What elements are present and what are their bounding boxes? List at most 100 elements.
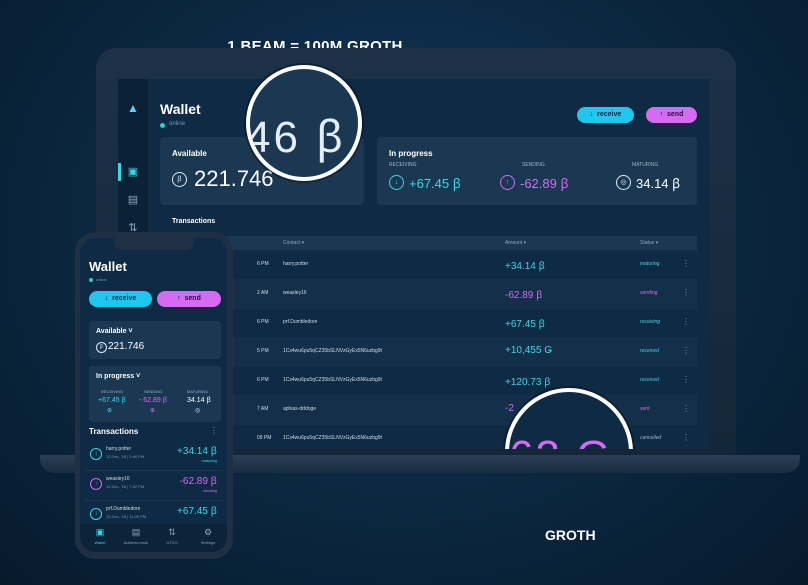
- list-item[interactable]: ↓ harry.potter 12 Dec, '18 | 5:46 PM +34.14…: [84, 440, 223, 471]
- phone-notch: [114, 238, 194, 250]
- more-options-icon[interactable]: ⋮: [210, 426, 218, 435]
- arrow-up-icon: ↑: [177, 295, 181, 302]
- nav-label: Settings: [200, 540, 216, 545]
- wallet-icon: ▣: [95, 527, 105, 537]
- online-status-dot: [160, 123, 165, 128]
- receiving-amount: +67.45 ꞵ: [409, 176, 461, 191]
- receiving-arrow-icon: ⊕: [107, 408, 113, 414]
- arrow-down-icon: ↓: [589, 111, 594, 118]
- phone-receive-button[interactable]: ↓ receive: [89, 291, 152, 307]
- row-time: 5 PM: [257, 348, 269, 354]
- row-contact: weasley16: [283, 290, 307, 296]
- row-amount: -62.89 ꞵ: [505, 290, 543, 301]
- row-status: received: [640, 377, 659, 383]
- sending-amount: -62.89 ꞵ: [520, 176, 569, 191]
- phone-bottom-nav: ▣ Wallet ▤ Address book ⇅ UTXO ⚙ Settings: [80, 524, 227, 552]
- amount-column-header[interactable]: Amount ▾: [505, 240, 527, 246]
- magnified-beam-amount: 46 ꞵ: [246, 113, 347, 162]
- more-options-icon[interactable]: ⋮: [682, 317, 690, 326]
- nav-item-address-book[interactable]: ▤ Address book: [118, 527, 154, 545]
- row-date: 12 Dec, '18 | 5:46 PM: [106, 454, 145, 459]
- row-contact: prf.Dumbledore: [283, 319, 318, 325]
- row-date: 12 Dec, '18 | 7:02 PM: [106, 484, 145, 489]
- available-amount: 221.746: [194, 166, 274, 191]
- transactions-header: Contact ▾ Amount ▾ Status ▾: [160, 236, 697, 250]
- address-book-icon: ▤: [131, 527, 141, 537]
- row-contact: harry.potter: [283, 261, 309, 267]
- utxo-icon[interactable]: ⇅: [128, 222, 138, 234]
- nav-item-utxo[interactable]: ⇅ UTXO: [154, 527, 190, 545]
- arrow-down-icon: ↓: [90, 508, 102, 520]
- phone-available-card[interactable]: Available ˅ ꞵ 221.746: [89, 321, 221, 359]
- table-row[interactable]: 6 PM 1Cs4wu6pu5qCZ35bSLNVzGyEx5N6uzbg9t +1…: [160, 366, 697, 396]
- beam-magnifier: 46 ꞵ: [246, 65, 362, 181]
- row-status: sending: [202, 488, 217, 493]
- receiving-label: RECEIVING: [389, 162, 417, 168]
- row-status: cancelled: [640, 435, 662, 441]
- row-status: sent: [640, 406, 650, 412]
- page-title: Wallet: [160, 101, 201, 117]
- more-options-icon[interactable]: ⋮: [682, 404, 690, 413]
- receive-button[interactable]: ↓ receive: [577, 107, 634, 123]
- maturing-lock-icon: ◎: [616, 175, 631, 190]
- phone-page-title: Wallet: [89, 259, 127, 274]
- nav-label: Address book: [123, 540, 149, 545]
- more-options-icon[interactable]: ⋮: [682, 288, 690, 297]
- more-options-icon[interactable]: ⋮: [682, 433, 690, 442]
- more-options-icon[interactable]: ⋮: [682, 375, 690, 384]
- nav-label: UTXO: [166, 540, 178, 545]
- row-status: sending: [640, 290, 658, 296]
- receive-button-label: receive: [597, 111, 622, 118]
- row-time: 7 AM: [257, 406, 269, 412]
- row-contact: weasley16: [106, 476, 130, 482]
- phone-send-button[interactable]: ↑ send: [157, 291, 221, 307]
- more-options-icon[interactable]: ⋮: [682, 259, 690, 268]
- transactions-title: Transactions: [172, 218, 216, 225]
- sending-label: SENDING: [522, 162, 545, 168]
- table-row[interactable]: 6 PM prf.Dumbledore +67.45 ꞵ receiving ⋮: [160, 308, 697, 338]
- table-row[interactable]: 09 PM 1Cs4wu6pu5qCZ35bSLNVzGyEx5N6uzbg9t c…: [160, 424, 697, 449]
- table-row[interactable]: 2 AM weasley16 -62.89 ꞵ sending ⋮: [160, 279, 697, 309]
- row-amount: -2: [505, 403, 514, 414]
- beam-logo-icon: ▲: [127, 101, 139, 115]
- chevron-down-icon: ˅: [136, 373, 141, 380]
- phone-receive-label: receive: [112, 295, 137, 302]
- contact-column-header[interactable]: Contact ▾: [283, 240, 305, 246]
- phone-online-label: online: [96, 277, 107, 282]
- phone-receiving-label: RECEIVING: [101, 389, 124, 394]
- table-row[interactable]: 5 PM 1Cs4wu6pu5qCZ35bSLNVzGyEx5N6uzbg9t +1…: [160, 337, 697, 367]
- send-button-label: send: [667, 111, 684, 118]
- wallet-icon[interactable]: ▣: [127, 166, 139, 178]
- settings-icon: ⚙: [203, 527, 213, 537]
- status-column-header[interactable]: Status ▾: [640, 240, 659, 246]
- address-book-icon[interactable]: ▤: [127, 194, 139, 206]
- sending-arrow-icon: ⊕: [150, 408, 156, 414]
- row-time: 6 PM: [257, 261, 269, 267]
- nav-item-settings[interactable]: ⚙ Settings: [190, 527, 226, 545]
- row-amount: +67.45 ꞵ: [177, 506, 217, 517]
- row-contact: aphias-dddoge: [283, 406, 317, 412]
- phone-sending-amount: - 62.89 ꞵ: [139, 397, 168, 404]
- row-status: receiving: [640, 319, 661, 325]
- phone-in-progress-label: In progress ˅: [96, 373, 141, 380]
- send-button[interactable]: ↑ send: [646, 107, 697, 123]
- row-amount: +10,455 Ǥ: [505, 345, 552, 356]
- row-time: 6 PM: [257, 319, 269, 325]
- row-amount: +34.14 ꞵ: [177, 446, 217, 457]
- phone-in-progress-card[interactable]: In progress ˅ RECEIVING +67.45 ꞵ ⊕ SENDI…: [89, 366, 221, 422]
- phone-receiving-amount: +67.45 ꞵ: [98, 397, 126, 404]
- row-amount: +34.14 ꞵ: [505, 261, 545, 272]
- more-options-icon[interactable]: ⋮: [682, 346, 690, 355]
- arrow-down-icon: ↓: [104, 295, 109, 302]
- table-row[interactable]: 6 PM harry.potter +34.14 ꞵ maturing ⋮: [160, 250, 697, 280]
- nav-item-wallet[interactable]: ▣ Wallet: [82, 527, 118, 545]
- row-time: 09 PM: [257, 435, 272, 441]
- phone-available-label: Available ˅: [96, 328, 133, 335]
- maturing-label: MATURING: [632, 162, 659, 168]
- chevron-down-icon: ˅: [128, 328, 133, 335]
- row-amount: +120.73 ꞵ: [505, 377, 551, 388]
- in-progress-label: In progress: [389, 149, 433, 158]
- phone-sending-label: SENDING: [144, 389, 163, 394]
- sending-arrow-icon: ↑: [500, 175, 515, 190]
